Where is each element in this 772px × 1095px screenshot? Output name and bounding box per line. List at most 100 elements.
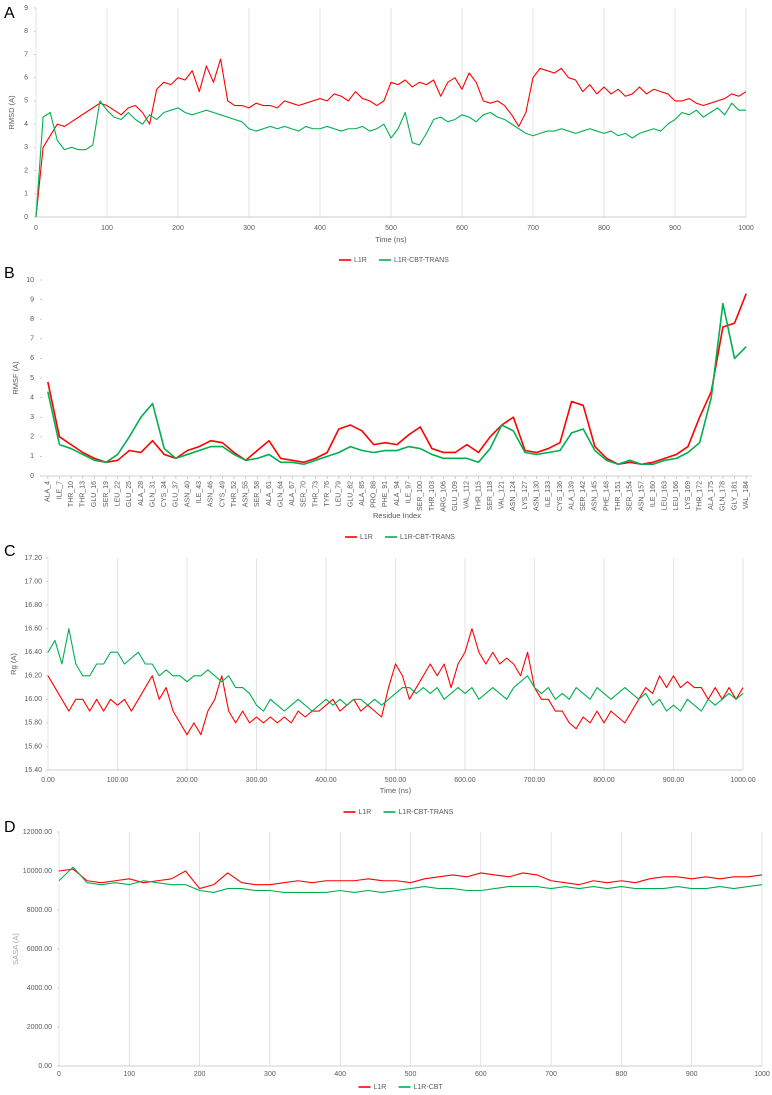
y-tick-label: 5 [30, 375, 34, 382]
y-axis-title: RMSD (A) [7, 95, 16, 130]
panel-letter: D [4, 819, 16, 836]
x-tick-label: THR_115 [475, 481, 482, 511]
x-tick-label: LYS_169 [685, 481, 692, 509]
series-line [35, 100, 746, 218]
x-tick-label: 900 [686, 1071, 698, 1078]
x-tick-label: GLU_109 [452, 481, 459, 511]
x-tick-label: GLU_37 [173, 481, 180, 507]
x-tick-label: SER_70 [301, 481, 308, 507]
y-tick-label: 1 [30, 453, 34, 460]
x-tick-label: CYS_136 [557, 481, 564, 511]
x-tick-label: 0 [57, 1071, 61, 1078]
x-tick-label: ASN_40 [184, 481, 191, 507]
y-tick-label: 16.00 [24, 696, 42, 703]
series-line [47, 628, 744, 712]
y-tick-label: 16.60 [24, 626, 42, 633]
x-tick-label: LYS_127 [522, 481, 529, 509]
x-axis-title: Residue Index [373, 511, 421, 520]
y-tick-label: 2 [30, 434, 34, 441]
y-tick-label: 17.00 [24, 578, 42, 585]
x-tick-label: 700 [545, 1071, 557, 1078]
x-tick-label: 100 [101, 225, 113, 232]
series-line [58, 866, 763, 893]
x-tick-label: SER_100 [417, 481, 424, 511]
y-tick-label: 8 [30, 316, 34, 323]
x-tick-label: THR_52 [231, 481, 238, 507]
legend-label: L1R [354, 257, 367, 264]
x-tick-label: 800 [598, 225, 610, 232]
x-tick-label: ALA_4 [45, 481, 52, 502]
x-tick-label: 0 [34, 225, 38, 232]
x-tick-label: 100 [123, 1071, 135, 1078]
y-tick-label: 2 [24, 167, 28, 174]
y-tick-label: 8 [24, 28, 28, 35]
x-tick-label: 1000 [754, 1071, 770, 1078]
y-tick-label: 0 [24, 214, 28, 221]
y-tick-label: 2000.00 [27, 1024, 52, 1031]
x-tick-label: VAL_112 [464, 481, 471, 509]
x-tick-label: 200 [194, 1071, 206, 1078]
y-tick-label: 8000.00 [27, 907, 52, 914]
x-tick-label: VAL_184 [743, 481, 750, 509]
y-tick-label: 4 [30, 394, 34, 401]
x-tick-label: THR_151 [615, 481, 622, 511]
x-tick-label: ILE_43 [196, 481, 203, 503]
y-tick-label: 5 [24, 98, 28, 105]
x-tick-label: ASN_130 [534, 481, 541, 511]
x-tick-label: THR_10 [68, 481, 75, 507]
legend-label: L1R-CBT-TRANS [394, 257, 449, 264]
x-tick-label: CYS_34 [161, 481, 168, 507]
x-tick-label: LEU_166 [673, 481, 680, 510]
x-tick-label: 500.00 [385, 777, 407, 784]
x-tick-label: ASN_124 [510, 481, 517, 511]
x-tick-label: 900.00 [663, 777, 685, 784]
x-tick-label: ILE_97 [405, 481, 412, 503]
x-tick-label: THR_103 [429, 481, 436, 511]
x-tick-label: ALA_175 [708, 481, 715, 510]
y-axis-title: SASA (A) [11, 933, 20, 965]
x-tick-label: 800.00 [593, 777, 615, 784]
x-tick-label: 200 [172, 225, 184, 232]
x-tick-label: ASN_55 [243, 481, 250, 507]
series-line [47, 293, 747, 466]
x-tick-label: 800 [616, 1071, 628, 1078]
x-tick-label: 200.00 [176, 777, 198, 784]
x-tick-label: THR_73 [312, 481, 319, 507]
x-tick-label: THR_13 [80, 481, 87, 507]
y-tick-label: 10000.00 [23, 868, 52, 875]
x-tick-label: 600.00 [454, 777, 476, 784]
panel-letter: B [4, 265, 15, 282]
x-tick-label: PHE_91 [382, 481, 389, 507]
y-tick-label: 6 [24, 75, 28, 82]
x-tick-label: 600 [475, 1071, 487, 1078]
x-tick-label: 0.00 [41, 777, 55, 784]
y-tick-label: 9 [24, 5, 28, 12]
y-tick-label: 3 [30, 414, 34, 421]
x-tick-label: SER_19 [103, 481, 110, 507]
y-tick-label: 17.20 [24, 555, 42, 562]
x-tick-label: 400 [334, 1071, 346, 1078]
x-tick-label: 1000.00 [730, 777, 755, 784]
x-tick-label: ALA_61 [266, 481, 273, 506]
x-axis-title: Time (ns) [375, 235, 407, 244]
y-tick-label: 0.00 [38, 1063, 52, 1070]
legend-label: L1R [374, 1084, 387, 1091]
x-tick-label: TYR_76 [324, 481, 331, 507]
x-tick-label: 700.00 [524, 777, 546, 784]
x-tick-label: GLU_16 [91, 481, 98, 507]
y-axis-title: Rg (A) [9, 653, 18, 675]
x-tick-label: ASN_46 [208, 481, 215, 507]
x-tick-label: 400 [314, 225, 326, 232]
x-tick-label: 300 [264, 1071, 276, 1078]
x-tick-label: PHE_148 [603, 481, 610, 511]
legend-label: L1R [360, 534, 373, 541]
x-tick-label: ARG_106 [440, 481, 447, 512]
x-tick-label: 900 [669, 225, 681, 232]
x-tick-label: 300.00 [246, 777, 268, 784]
x-tick-label: SER_142 [580, 481, 587, 511]
x-tick-label: 500 [405, 1071, 417, 1078]
legend-label: L1R-CBT-TRANS [400, 534, 455, 541]
x-tick-label: ALA_67 [289, 481, 296, 506]
y-tick-label: 16.80 [24, 602, 42, 609]
x-tick-label: VAL_121 [499, 481, 506, 509]
